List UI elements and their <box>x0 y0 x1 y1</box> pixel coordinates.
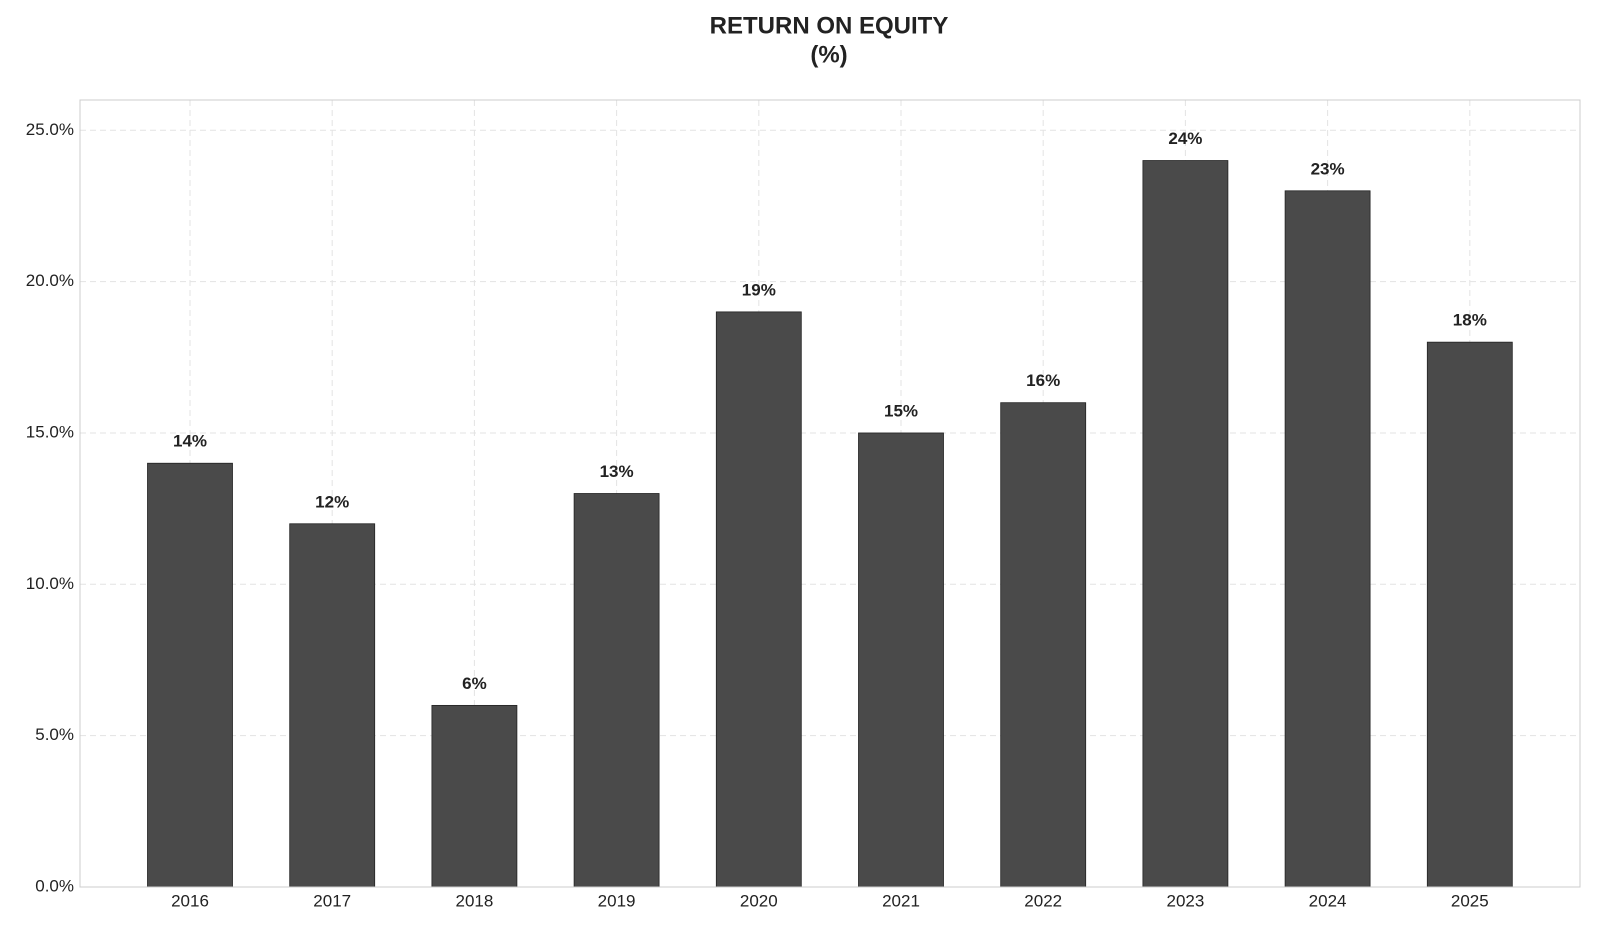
x-tick-label: 2021 <box>882 891 920 910</box>
bar <box>147 462 233 888</box>
y-tick-label: 5.0% <box>35 725 74 744</box>
plot-frame <box>79 99 1581 888</box>
bar <box>1284 190 1371 888</box>
bar <box>1000 402 1087 888</box>
bar <box>715 311 802 888</box>
x-tick-label: 2016 <box>171 891 209 910</box>
x-tick-label: 2018 <box>455 891 493 910</box>
x-tick-label: 2019 <box>598 891 636 910</box>
y-tick-label: 15.0% <box>26 422 74 441</box>
x-tick-label: 2023 <box>1166 891 1204 910</box>
value-label: 13% <box>600 462 634 481</box>
bar <box>289 523 376 888</box>
x-tick-label: 2020 <box>740 891 778 910</box>
value-label: 15% <box>884 401 918 420</box>
chart-title: RETURN ON EQUITY <box>710 12 949 39</box>
value-label: 23% <box>1311 159 1345 178</box>
bar <box>858 432 944 888</box>
chart-subtitle: (%) <box>810 41 847 68</box>
value-label: 19% <box>742 280 776 299</box>
value-label: 18% <box>1453 311 1487 330</box>
x-tick-label: 2025 <box>1451 891 1489 910</box>
value-label: 16% <box>1026 371 1060 390</box>
x-tick-label: 2017 <box>313 891 351 910</box>
bar <box>1426 341 1513 888</box>
y-tick-label: 0.0% <box>35 876 74 895</box>
value-label: 14% <box>173 432 207 451</box>
value-label: 12% <box>315 492 349 511</box>
value-label: 24% <box>1168 129 1202 148</box>
bar <box>431 704 518 888</box>
y-tick-label: 25.0% <box>26 120 74 139</box>
x-tick-label: 2022 <box>1024 891 1062 910</box>
x-tick-label: 2024 <box>1309 891 1347 910</box>
value-label: 6% <box>462 674 487 693</box>
bar <box>1142 160 1229 888</box>
bar <box>573 493 660 888</box>
y-tick-label: 10.0% <box>26 574 74 593</box>
y-tick-label: 20.0% <box>26 271 74 290</box>
